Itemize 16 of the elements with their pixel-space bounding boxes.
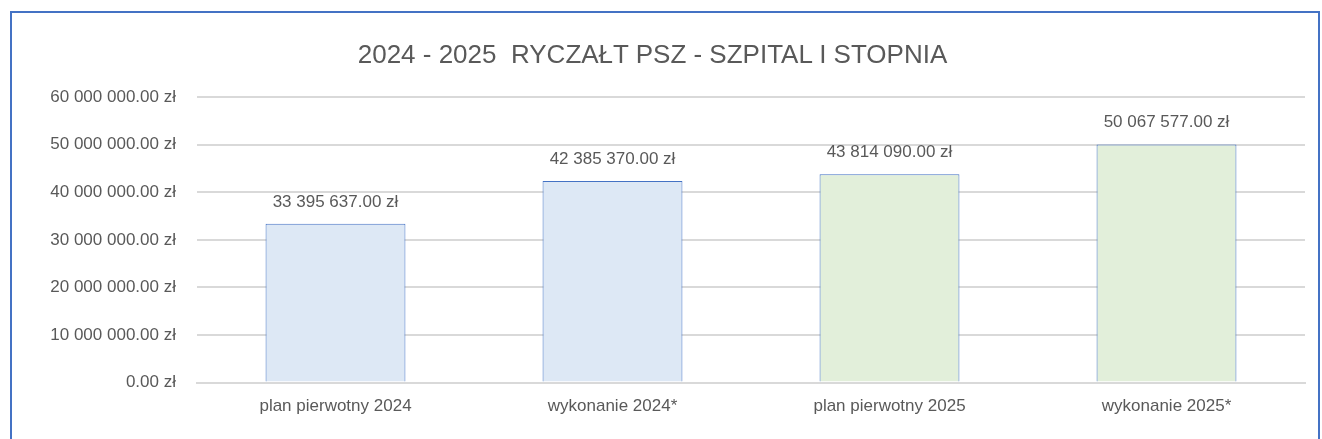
y-tick-label: 50 000 000.00 zł <box>50 134 177 154</box>
y-tick-label: 20 000 000.00 zł <box>50 277 177 297</box>
y-tick-label: 10 000 000.00 zł <box>50 324 177 344</box>
data-label: 43 814 090.00 zł <box>826 142 953 162</box>
data-label: 42 385 370.00 zł <box>549 148 676 168</box>
x-tick-label: plan pierwotny 2025 <box>813 396 966 416</box>
y-tick-label: 0.00 zł <box>125 372 177 392</box>
y-tick-label: 40 000 000.00 zł <box>50 182 177 202</box>
x-tick-label: wykonanie 2025* <box>1100 396 1232 416</box>
x-tick-label: plan pierwotny 2024 <box>259 396 412 416</box>
y-tick-label: 30 000 000.00 zł <box>50 229 177 249</box>
data-label: 50 067 577.00 zł <box>1103 112 1230 132</box>
chart-title: 2024 - 2025 RYCZAŁT PSZ - SZPITAL I STOPNIA <box>357 38 948 69</box>
x-tick-label: wykonanie 2024* <box>546 396 678 416</box>
y-tick-label: 60 000 000.00 zł <box>50 86 177 106</box>
data-label: 33 395 637.00 zł <box>272 191 399 211</box>
